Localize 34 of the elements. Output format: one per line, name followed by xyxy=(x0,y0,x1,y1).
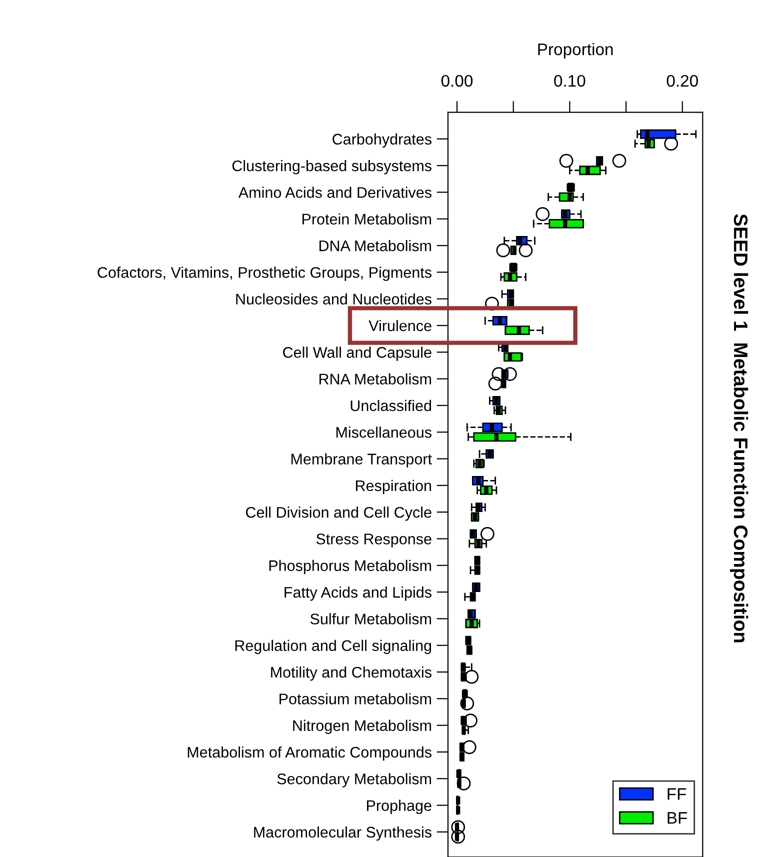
y-tick-label: Virulence xyxy=(368,320,432,332)
y-tick-label: Secondary Metabolism xyxy=(277,773,432,788)
y-tick-label: Regulation and Cell signaling xyxy=(235,640,432,654)
y-tick-label: DNA Metabolism xyxy=(319,240,431,252)
x-tick-label: 0.10 xyxy=(554,74,586,87)
y-tick-label: Macromolecular Synthesis xyxy=(254,826,432,841)
y-tick-label: Nucleosides and Nucleotides xyxy=(236,293,432,305)
y-tick-label: Sulfur Metabolism xyxy=(310,613,432,624)
y-tick-label: Amino Acids and Derivatives xyxy=(238,186,432,198)
y-tick-label: Cofactors, Vitamins, Prosthetic Groups, Pigments xyxy=(98,266,432,281)
text: SEED level 1 Metabolic Function Composition xyxy=(730,214,748,642)
y-tick-label: Cell Wall and Capsule xyxy=(283,346,432,361)
y-tick-label: Nitrogen Metabolism xyxy=(293,720,432,734)
x-axis-title: Proportion xyxy=(538,42,613,59)
legend-label: FF xyxy=(668,788,686,800)
y-tick-label: Clustering-based subsystems xyxy=(232,160,432,174)
y-tick-label: Membrane Transport xyxy=(291,453,432,468)
y-tick-label: Unclassified xyxy=(350,400,432,412)
x-tick-label: 0.00 xyxy=(441,74,473,87)
y-tick-label: Protein Metabolism xyxy=(302,213,432,225)
y-tick-label: Stress Response xyxy=(316,534,432,548)
y-tick-label: Potassium metabolism xyxy=(280,693,432,704)
y-tick-label: Miscellaneous xyxy=(336,426,432,438)
y-tick-label: Fatty Acids and Lipids xyxy=(284,586,432,601)
x-tick-label: 0.20 xyxy=(666,74,698,87)
y-tick-label: Cell Division and Cell Cycle xyxy=(246,506,432,521)
y-tick-label: Motility and Chemotaxis xyxy=(271,666,432,681)
y-tick-label: Respiration xyxy=(356,480,432,494)
y-tick-label: Carbohydrates xyxy=(332,133,432,148)
y-tick-label: Phosphorus Metabolism xyxy=(269,560,432,574)
y-tick-label: Metabolism of Aromatic Compounds xyxy=(188,746,432,761)
legend-label: BF xyxy=(668,812,687,824)
y-tick-label: RNA Metabolism xyxy=(319,373,431,384)
y-tick-label: Prophage xyxy=(367,800,432,814)
